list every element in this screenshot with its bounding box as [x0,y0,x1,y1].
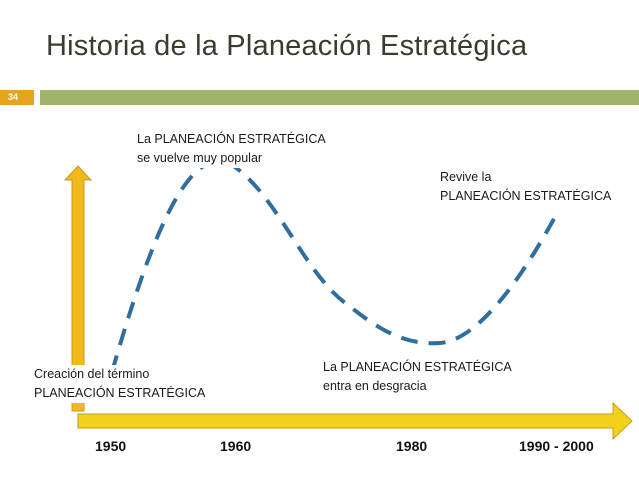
timeline-arrow [77,401,633,441]
year-label-1980: 1980 [396,438,428,454]
annotation-decline: La PLANEACIÓN ESTRATÉGICA entra en desgr… [320,358,515,396]
header-accent-bar [40,90,639,105]
slide-number: 34 [0,90,34,105]
annotation-creation-line1: Creación del término [34,367,150,381]
annotation-creation-line2: PLANEACIÓN ESTRATÉGICA [34,386,206,400]
trend-curve [110,159,558,373]
annotation-popular: La PLANEACIÓN ESTRATÉGICA se vuelve muy … [134,130,329,168]
annotation-creation: Creación del término PLANEACIÓN ESTRATÉG… [31,365,209,403]
year-label-1950: 1950 [95,438,127,454]
annotation-revival-line2: PLANEACIÓN ESTRATÉGICA [440,189,612,203]
annotation-popular-line1: La PLANEACIÓN ESTRATÉGICA [137,132,326,146]
year-label-1990-2000: 1990 - 2000 [519,438,594,454]
annotation-revival-line1: Revive la [440,170,492,184]
slide-title: Historia de la Planeación Estratégica [46,30,528,62]
year-label-1960: 1960 [220,438,252,454]
annotation-popular-line2: se vuelve muy popular [137,151,263,165]
annotation-decline-line2: entra en desgracia [323,379,427,393]
annotation-decline-line1: La PLANEACIÓN ESTRATÉGICA [323,360,512,374]
annotation-revival: Revive la PLANEACIÓN ESTRATÉGICA [437,168,615,206]
